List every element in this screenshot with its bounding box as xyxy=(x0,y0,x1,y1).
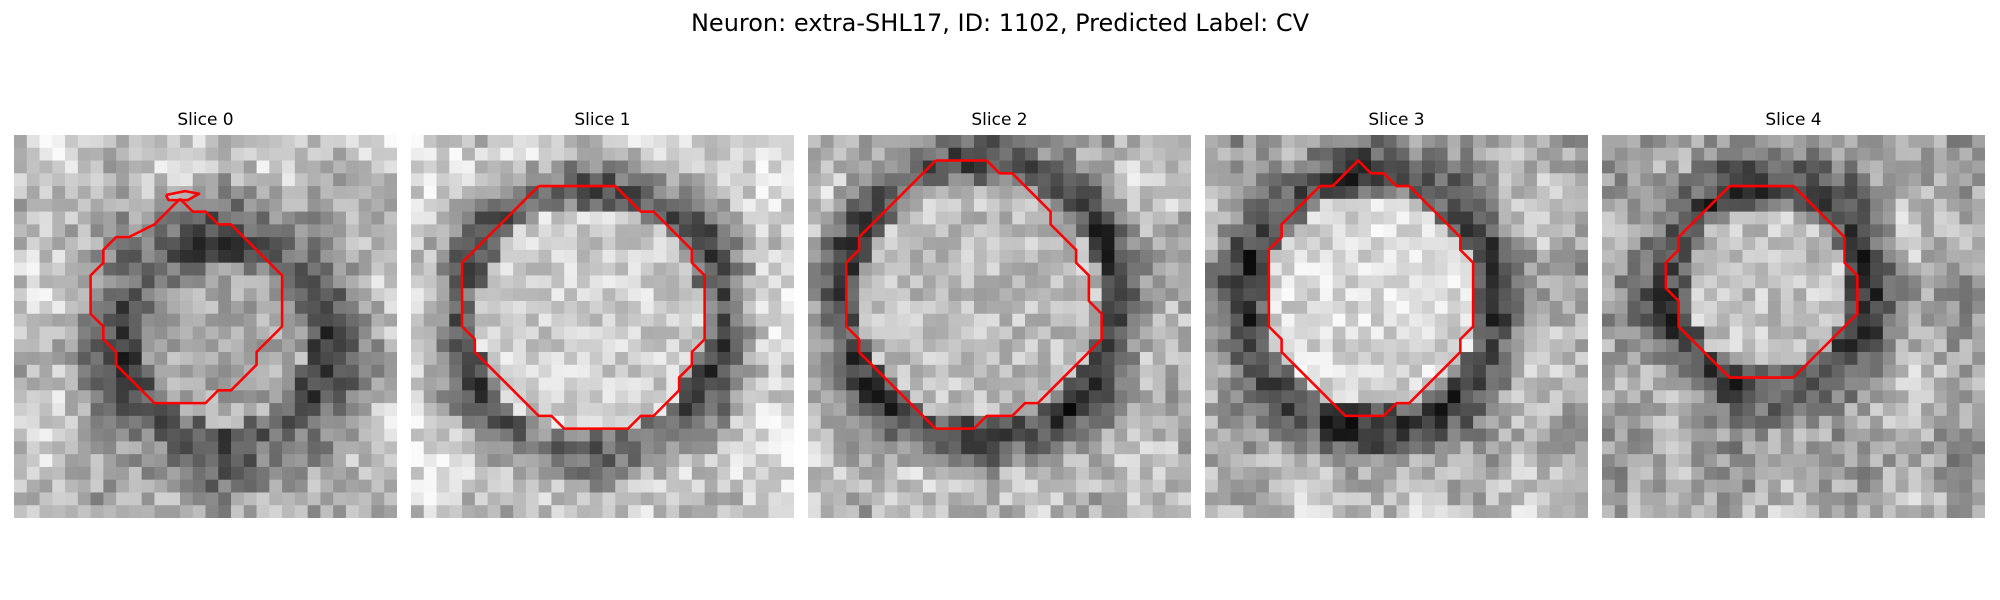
slice-panel-0: Slice 0 xyxy=(14,109,397,518)
slice-title-4: Slice 4 xyxy=(1765,110,1822,130)
roi-contour xyxy=(1267,159,1475,418)
slice-panel-3: Slice 3 xyxy=(1205,109,1588,518)
slice-image-0 xyxy=(14,135,397,518)
slice-title-1: Slice 1 xyxy=(574,110,631,130)
slice-image-4 xyxy=(1602,135,1985,518)
roi-contour-small xyxy=(164,189,201,202)
grayscale-pixels xyxy=(411,135,794,518)
grayscale-pixels xyxy=(14,135,397,518)
roi-contour xyxy=(1664,184,1859,379)
slice-title-3: Slice 3 xyxy=(1368,110,1425,130)
slice-image-3 xyxy=(1205,135,1588,518)
slice-panel-1: Slice 1 xyxy=(411,109,794,518)
roi-contour-group xyxy=(460,184,706,430)
roi-contour-group xyxy=(1267,159,1475,418)
slice-panel-4: Slice 4 xyxy=(1602,109,1985,518)
roi-contour-group xyxy=(1664,184,1859,379)
slice-image-1 xyxy=(411,135,794,518)
figure-title: Neuron: extra-SHL17, ID: 1102, Predicted… xyxy=(690,9,1310,37)
roi-contour xyxy=(845,159,1103,430)
grayscale-pixels xyxy=(808,135,1191,518)
roi-contour xyxy=(89,197,284,405)
roi-contour-group xyxy=(89,189,284,405)
slice-panel-2: Slice 2 xyxy=(808,109,1191,518)
grayscale-pixels xyxy=(1205,135,1588,518)
slice-title-2: Slice 2 xyxy=(971,110,1028,130)
roi-contour xyxy=(460,184,706,430)
grayscale-pixels xyxy=(1602,135,1985,518)
roi-contour-group xyxy=(845,159,1103,430)
slice-title-0: Slice 0 xyxy=(177,110,234,130)
slice-image-2 xyxy=(808,135,1191,518)
